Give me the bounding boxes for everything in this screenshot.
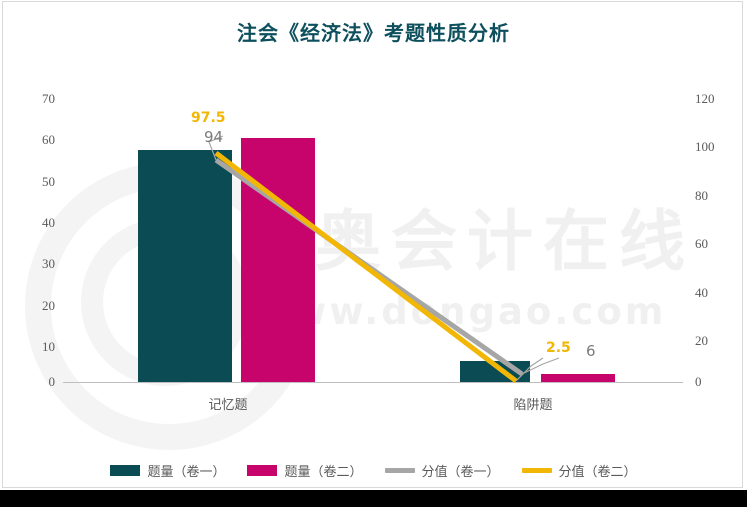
left-axis-tick: 70 (42, 91, 55, 106)
data-label-series-b-group-1: 97.5 (191, 110, 226, 126)
legend-swatch-icon (110, 465, 141, 476)
category-label-2: 陷阱题 (513, 398, 553, 413)
bar-series-b-group-2[interactable] (541, 374, 615, 382)
legend-label-series-a: 题量（卷一） (147, 465, 226, 480)
legend-item-series-b[interactable]: 题量（卷二） (247, 461, 363, 480)
legend-item-series-a[interactable]: 题量（卷一） (110, 461, 225, 480)
axis-baseline (63, 382, 683, 383)
right-axis-tick: 80 (695, 188, 708, 203)
bar-series-b-group-1[interactable] (241, 138, 315, 382)
legend-label-series-c: 分值（卷一） (421, 465, 500, 480)
chart-card: 东奥会计在线 www.dongao.com 注会《经济法》考题性质分析 70 6… (2, 1, 743, 488)
data-label-series-b-group-2: 2.5 (546, 340, 571, 356)
left-axis-tick: 40 (42, 215, 55, 230)
right-axis: 120 100 80 60 40 20 0 (695, 2, 739, 487)
data-label-series-a-group-1: 94 (204, 128, 224, 146)
right-axis-tick: 120 (695, 91, 715, 106)
right-axis-tick: 100 (695, 139, 715, 154)
left-axis-tick: 20 (42, 298, 55, 313)
right-axis-tick: 40 (695, 285, 708, 300)
left-axis-tick: 0 (48, 374, 56, 389)
legend-item-series-d[interactable]: 分值（卷二） (521, 461, 637, 480)
left-axis-tick: 10 (42, 339, 55, 354)
legend-line-icon (521, 468, 552, 473)
chart-legend: 题量（卷一） 题量（卷二） 分值（卷一） 分值（卷二） (3, 461, 742, 480)
right-axis-tick: 60 (695, 236, 708, 251)
bar-series-a-group-2[interactable] (460, 361, 530, 382)
legend-label-series-d: 分值（卷二） (558, 465, 637, 480)
left-axis-tick: 30 (42, 256, 55, 271)
bottom-black-bar (0, 490, 747, 507)
legend-item-series-c[interactable]: 分值（卷一） (384, 461, 500, 480)
right-axis-tick: 20 (695, 333, 708, 348)
category-label-1: 记忆题 (208, 398, 248, 413)
plot-area (63, 92, 683, 382)
left-axis: 70 60 50 40 30 20 10 0 (17, 2, 56, 487)
legend-line-icon (384, 468, 415, 473)
right-axis-tick: 0 (695, 374, 702, 389)
legend-swatch-icon (247, 465, 278, 476)
chart-title: 注会《经济法》考题性质分析 (237, 21, 510, 45)
bar-series-a-group-1[interactable] (138, 150, 232, 382)
left-axis-tick: 60 (42, 132, 55, 147)
left-axis-tick: 50 (42, 174, 55, 189)
data-label-series-a-group-2: 6 (586, 342, 596, 360)
legend-label-series-b: 题量（卷二） (284, 465, 363, 480)
